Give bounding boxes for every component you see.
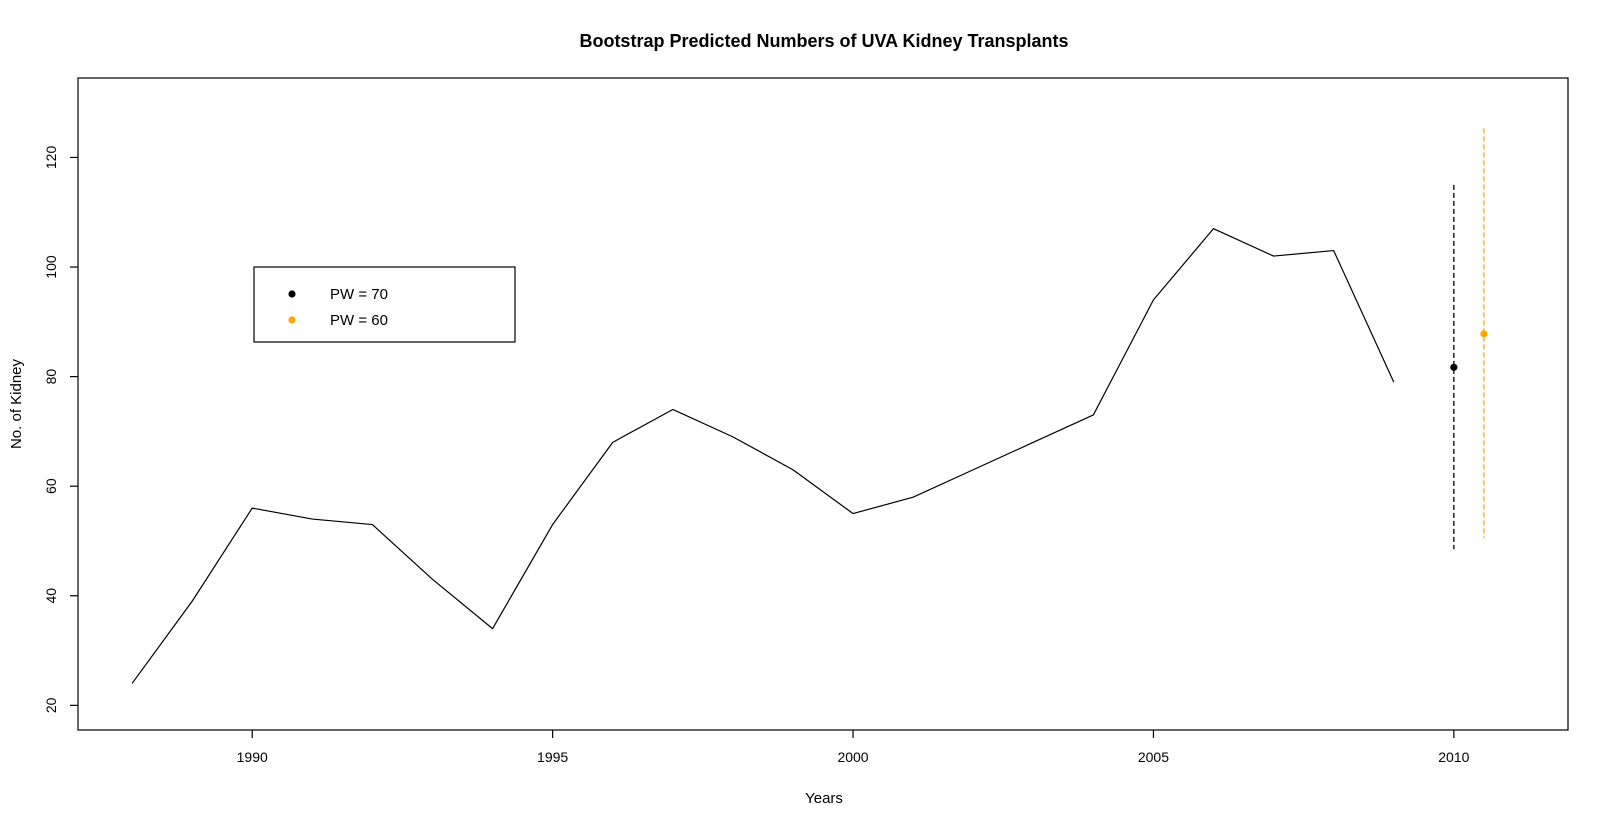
legend-box <box>253 266 516 343</box>
x-tick-label: 2005 <box>1138 749 1169 765</box>
y-tick-label: 60 <box>43 478 59 494</box>
prediction-layer <box>1450 128 1488 550</box>
legend: PW = 70 PW = 60 <box>253 266 516 343</box>
y-tick-label: 40 <box>43 588 59 604</box>
prediction-point <box>1450 363 1458 371</box>
x-tick-label: 2010 <box>1438 749 1469 765</box>
chart-title: Bootstrap Predicted Numbers of UVA Kidne… <box>579 31 1068 51</box>
legend-marker <box>288 316 296 324</box>
plot-frame <box>77 77 1569 731</box>
y-tick-label: 80 <box>43 369 59 385</box>
legend-marker <box>288 290 296 298</box>
y-tick-label: 120 <box>43 146 59 170</box>
legend-label: PW = 60 <box>330 312 388 329</box>
y-tick-label: 20 <box>43 697 59 713</box>
series-layer <box>131 228 1395 684</box>
x-tick-label: 1995 <box>537 749 568 765</box>
prediction-point <box>1480 330 1488 338</box>
legend-label: PW = 70 <box>330 286 388 303</box>
series-line <box>131 228 1395 684</box>
y-axis-label: No. of Kidney <box>8 358 25 449</box>
x-tick-label: 1990 <box>237 749 268 765</box>
y-axis: 20 40 60 80 100 120 <box>43 146 78 713</box>
x-axis: 1990 1995 2000 2005 2010 <box>237 730 1470 765</box>
x-tick-label: 2000 <box>837 749 868 765</box>
x-axis-label: Years <box>805 790 843 807</box>
y-tick-label: 100 <box>43 255 59 279</box>
